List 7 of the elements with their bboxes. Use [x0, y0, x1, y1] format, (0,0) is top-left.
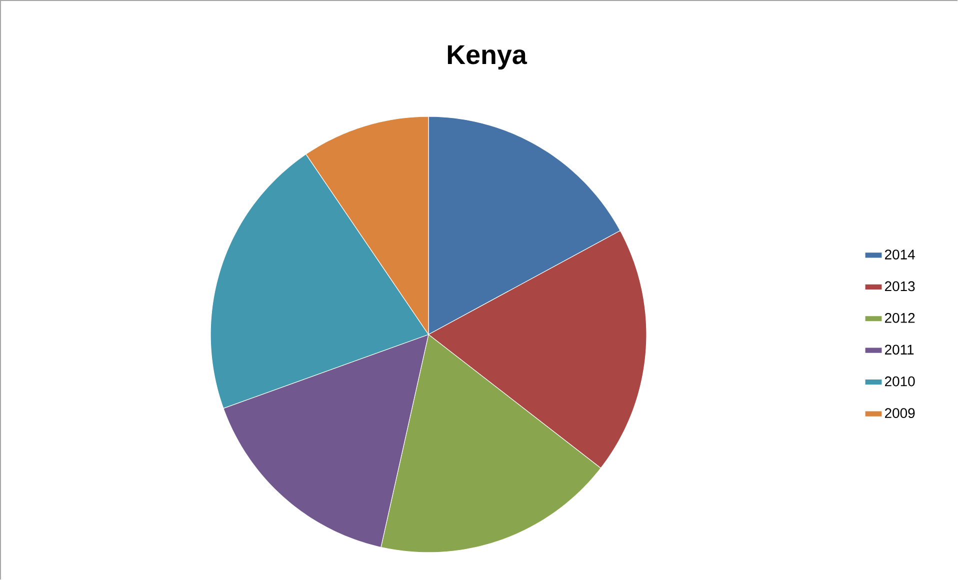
legend-label: 2011	[885, 344, 914, 355]
legend-label: 2014	[885, 250, 915, 260]
legend-label: 2009	[885, 408, 915, 418]
legend-label: 2013	[885, 281, 915, 292]
chart-title: Kenya	[448, 45, 528, 70]
legend-label: 2010	[885, 376, 915, 386]
legend-label: 2012	[885, 313, 915, 323]
